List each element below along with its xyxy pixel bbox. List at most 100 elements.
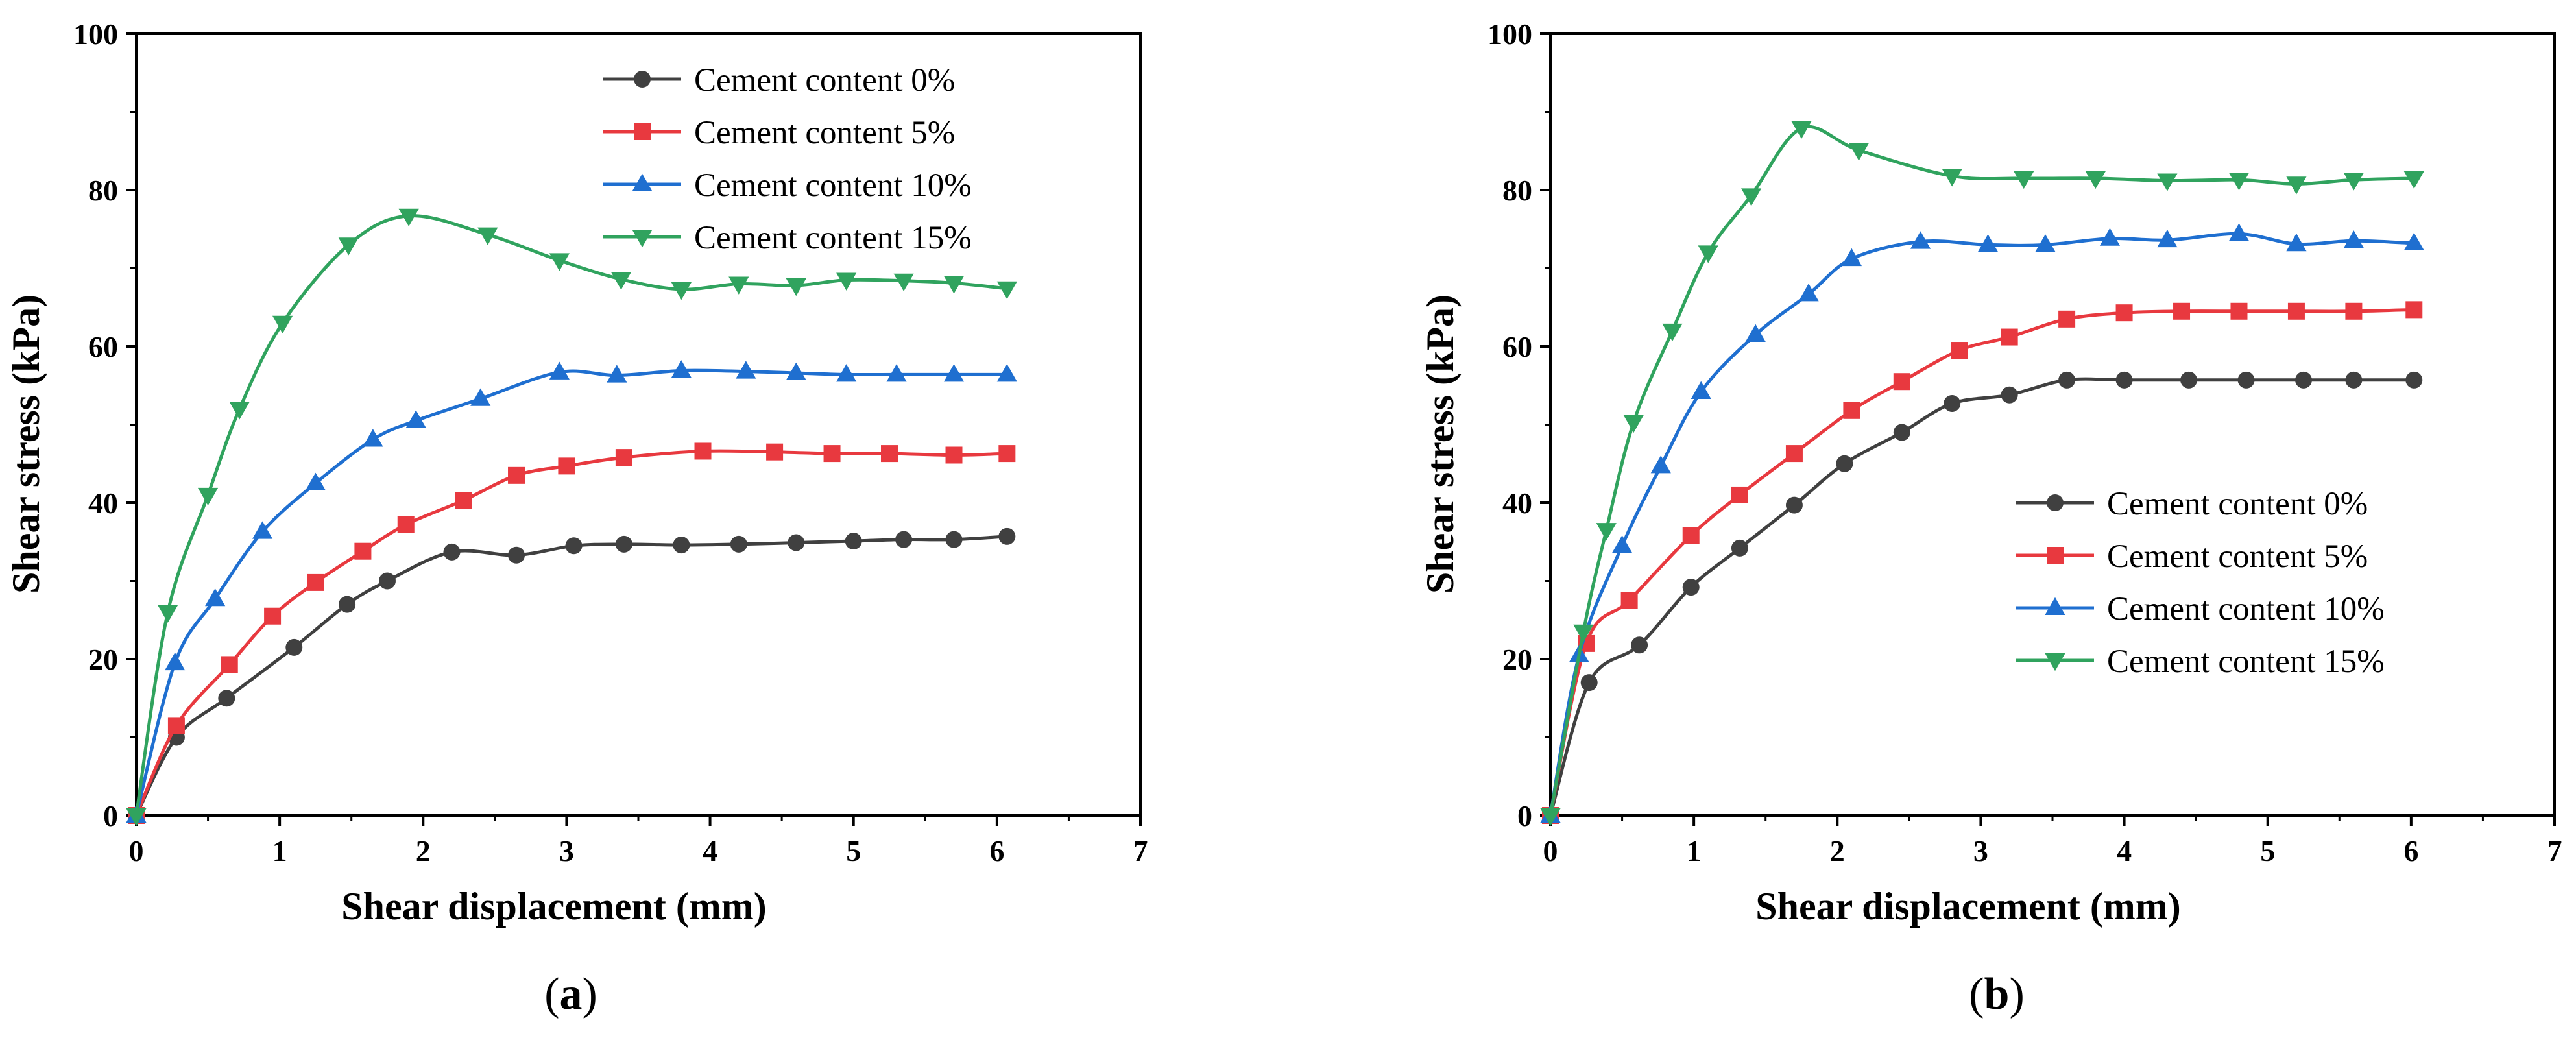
data-point	[126, 808, 147, 827]
x-tick-label: 5	[2260, 834, 2275, 867]
chart-panel-b: 0 1 2 3 4 5 6 7 0 20 40 60 80 100 Shear displacement (…	[1419, 18, 2562, 1019]
data-point	[508, 466, 525, 484]
legend-marker	[634, 71, 651, 88]
data-point	[2058, 310, 2076, 328]
data-point	[1893, 373, 1910, 391]
data-point	[2115, 304, 2133, 322]
data-point	[845, 533, 862, 550]
legend-item: Cement content 0%	[2016, 486, 2368, 522]
data-point	[1573, 624, 1594, 643]
x-tick-label: 0	[129, 834, 144, 867]
data-point	[1741, 188, 1762, 206]
data-point	[615, 535, 632, 553]
data-point	[405, 410, 426, 428]
data-point	[379, 572, 396, 590]
data-point	[943, 364, 965, 382]
legend-item: Cement content 5%	[2016, 538, 2368, 575]
data-point	[1848, 143, 1870, 161]
data-point	[1662, 323, 1683, 342]
y-tick-label: 0	[1517, 799, 1532, 832]
y-tick-label: 20	[88, 643, 118, 676]
data-point	[2345, 371, 2363, 389]
legend-item: Cement content 0%	[603, 62, 955, 99]
data-point	[2157, 173, 2178, 191]
data-point	[1910, 231, 1931, 249]
y-tick-label: 60	[88, 330, 118, 363]
data-point	[1596, 523, 1617, 541]
x-tick-label: 1	[272, 834, 287, 867]
data-point	[477, 227, 498, 245]
data-point	[2014, 171, 2034, 189]
legend-marker	[2045, 653, 2065, 671]
data-point	[2286, 233, 2307, 252]
data-point	[766, 443, 784, 461]
data-point	[671, 360, 692, 378]
data-point	[945, 531, 963, 548]
x-tick-label: 1	[1687, 834, 1702, 867]
data-point	[1944, 394, 1961, 412]
legend-marker	[2047, 494, 2064, 511]
data-point	[694, 442, 712, 460]
data-point	[886, 364, 907, 382]
data-point	[2180, 371, 2198, 389]
y-tick-label: 100	[73, 18, 118, 51]
data-point	[1691, 381, 1711, 399]
data-point	[1682, 579, 1700, 596]
y-tick-label: 100	[1487, 18, 1532, 51]
data-point	[1580, 674, 1598, 692]
series-0	[128, 527, 1016, 824]
series-2	[126, 360, 1017, 823]
series-1	[128, 442, 1016, 824]
y-tick-label: 80	[1502, 174, 1532, 207]
data-point	[788, 534, 805, 551]
x-tick-label: 3	[1973, 834, 1988, 867]
data-point	[836, 272, 857, 291]
data-point	[1942, 169, 1962, 187]
data-point	[339, 596, 356, 613]
series-1	[1542, 301, 2423, 824]
data-point	[823, 445, 841, 463]
data-point	[307, 573, 324, 591]
x-tick-label: 7	[2547, 834, 2562, 867]
data-point	[2345, 302, 2363, 320]
data-point	[1631, 636, 1648, 654]
data-point	[786, 362, 806, 381]
panel-caption: (a)	[544, 969, 597, 1019]
data-point	[470, 388, 491, 406]
x-tick-label: 2	[416, 834, 431, 867]
data-point	[252, 521, 273, 539]
data-point	[2230, 302, 2248, 320]
x-axis-title: Shear displacement (mm)	[1755, 885, 2181, 928]
data-point	[996, 281, 1017, 300]
series-3	[126, 208, 1017, 827]
data-point	[1791, 121, 1812, 139]
data-point	[2228, 173, 2250, 191]
series-line	[134, 535, 1007, 817]
legend-item: Cement content 10%	[2016, 591, 2385, 627]
data-point	[455, 492, 472, 509]
x-tick-label: 6	[989, 834, 1004, 867]
series-line	[134, 368, 1007, 816]
data-point	[443, 543, 461, 561]
data-point	[158, 605, 178, 623]
data-point	[945, 446, 963, 464]
x-tick-label: 3	[559, 834, 574, 867]
y-tick-label: 40	[88, 487, 118, 520]
data-point	[2405, 371, 2423, 389]
data-point	[218, 690, 235, 707]
x-tick-label: 7	[1133, 834, 1148, 867]
panel-caption: (b)	[1969, 969, 2025, 1019]
data-point	[398, 208, 419, 227]
plot-frame	[135, 32, 1142, 817]
data-point	[272, 315, 293, 334]
x-tick-label: 4	[703, 834, 717, 867]
series-line	[1548, 232, 2414, 816]
data-point	[1841, 248, 1862, 267]
data-point	[2173, 302, 2191, 320]
data-point	[2343, 230, 2364, 248]
data-point	[2058, 371, 2076, 389]
data-point	[338, 237, 359, 256]
data-point	[1893, 424, 1910, 441]
legend-item: Cement content 10%	[603, 167, 972, 204]
